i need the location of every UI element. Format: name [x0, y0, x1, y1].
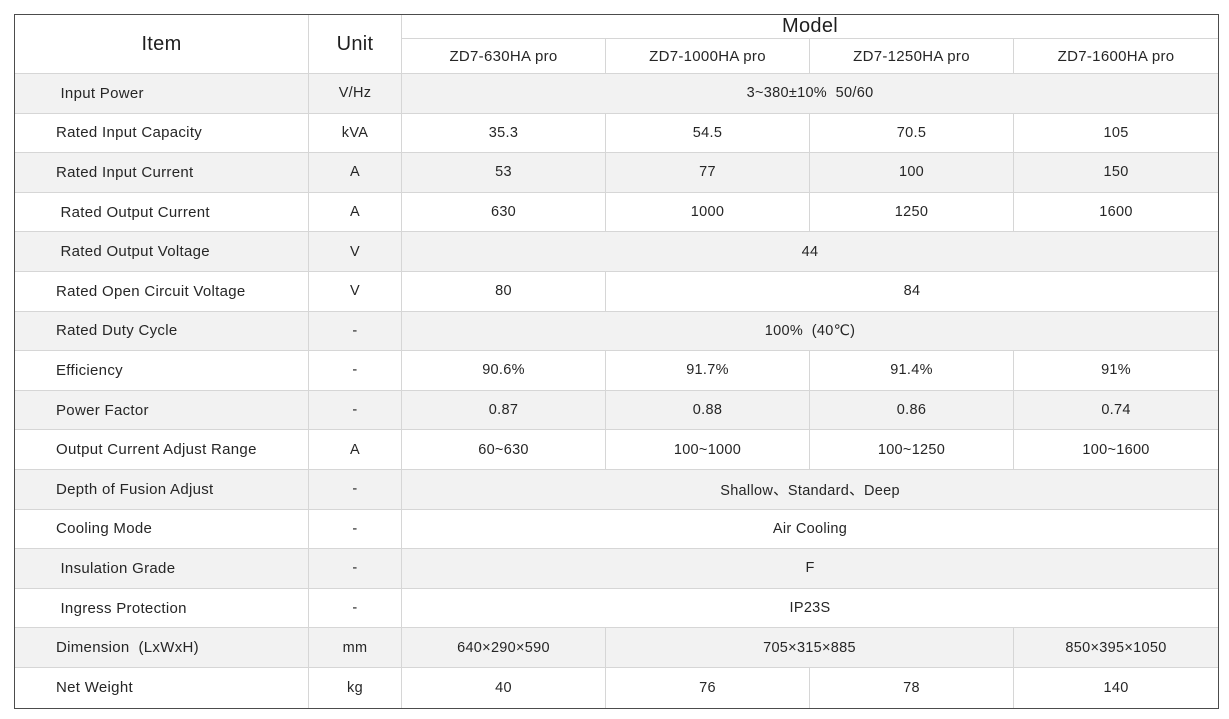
- table-row: Power Factor -0.87 0.88 0.86 0.74: [15, 390, 1219, 431]
- spec-value: 40: [402, 667, 606, 708]
- spec-value: 100% (40℃): [402, 311, 1219, 352]
- model-name-header: ZD7-630HA pro: [402, 39, 606, 74]
- spec-value: 140: [1103, 679, 1129, 696]
- spec-value: 100~1000: [606, 430, 810, 470]
- unit-value: A: [309, 430, 402, 470]
- spec-value: 44: [402, 232, 1219, 272]
- table-row: Rated Input Current A 53 77 100 150: [15, 153, 1219, 193]
- table-row: Rated Output Voltage V 44: [15, 232, 1219, 272]
- item-label: Input Power: [15, 74, 309, 114]
- spec-value: 0.87: [402, 390, 606, 431]
- item-label: Depth of Fusion Adjust: [15, 469, 309, 510]
- table-row: Insulation Grade - F: [15, 549, 1219, 589]
- spec-value: 1600: [1014, 193, 1219, 233]
- model-name-header: ZD7-1250HA pro: [810, 39, 1014, 74]
- unit-value: -: [309, 351, 402, 391]
- unit-value: -: [309, 509, 402, 550]
- item-label: Power Factor: [15, 390, 309, 431]
- unit-value: -: [309, 311, 402, 352]
- unit-value: A: [309, 153, 402, 193]
- spec-value: 35.3: [402, 113, 606, 154]
- spec-value: IP23S: [402, 589, 1219, 629]
- spec-value: 100~1600: [1014, 430, 1219, 470]
- spec-value: 53: [402, 153, 606, 193]
- unit-value: V: [309, 232, 402, 272]
- col-header-unit: Unit: [309, 15, 402, 74]
- spec-value: 705×315×885: [606, 628, 1014, 668]
- spec-value: 70.5: [810, 113, 1014, 154]
- spec-table: Item Unit Model ZD7-630HA pro ZD7-1000HA…: [14, 14, 1220, 709]
- spec-value: Air Cooling: [402, 510, 1219, 550]
- item-label: Insulation Grade: [15, 549, 309, 589]
- table-row: Rated Duty Cycle -100% (40℃): [15, 311, 1219, 352]
- col-header-item: Item: [15, 15, 309, 74]
- item-label: Rated Duty Cycle: [15, 311, 309, 352]
- spec-value: 850×395×1050: [1014, 628, 1219, 668]
- spec-value: 3~380±10% 50/60: [402, 74, 1219, 114]
- unit-value: -: [309, 549, 402, 589]
- unit-value: -: [309, 588, 402, 629]
- col-header-model: Model: [402, 15, 1219, 39]
- table-row: Ingress Protection - IP23S: [15, 588, 1219, 629]
- spec-value: 1250: [810, 192, 1014, 233]
- spec-value: 100~1250: [810, 430, 1014, 470]
- item-label: Rated Output Current: [15, 192, 309, 233]
- spec-value: 54.5: [606, 113, 810, 154]
- spec-value: 84: [606, 272, 1219, 312]
- spec-value: Shallow、Standard、Deep: [402, 469, 1219, 510]
- unit-value: V/Hz: [309, 74, 402, 114]
- table-row: Net Weight kg 40 76 78 140: [15, 667, 1218, 708]
- item-label: Dimension (LxWxH): [15, 628, 309, 668]
- spec-value: 630: [402, 192, 606, 233]
- unit-value: mm: [309, 628, 402, 668]
- spec-value: 77: [606, 153, 810, 193]
- spec-value: 90.6%: [402, 351, 606, 391]
- item-label: Net Weight: [15, 667, 309, 708]
- unit-value: -: [309, 469, 402, 510]
- spec-value: F: [402, 549, 1219, 589]
- unit-value: A: [309, 192, 402, 233]
- spec-value: 91.4%: [810, 351, 1014, 391]
- table-row: Rated Input Capacity kVA 35.3 54.5 70.5 105: [15, 113, 1219, 154]
- header-row-top: Item Unit Model: [15, 15, 1219, 74]
- item-label: Rated Input Current: [15, 153, 309, 193]
- table-row: Efficiency -90.6% 91.7% 91.4% 91%: [15, 351, 1219, 391]
- item-label: Rated Input Capacity: [15, 113, 309, 154]
- item-label: Rated Open Circuit Voltage: [15, 271, 309, 312]
- spec-value: 105: [1014, 114, 1219, 154]
- unit-value: -: [309, 390, 402, 431]
- table-row: Rated Open Circuit Voltage V 80 84: [15, 271, 1219, 312]
- spec-value: 91.7%: [606, 351, 810, 391]
- item-label: Output Current Adjust Range: [15, 430, 309, 470]
- spec-value: 100: [810, 153, 1014, 193]
- item-label: Ingress Protection: [15, 588, 309, 629]
- spec-value: 0.86: [810, 390, 1014, 431]
- spec-value: 640×290×590: [402, 628, 606, 668]
- model-name-header: ZD7-1000HA pro: [606, 39, 810, 74]
- table-row: Output Current Adjust Range A 60~630 100~10…: [15, 430, 1219, 470]
- table-row: Depth of Fusion Adjust - Shallow、Standard、…: [15, 469, 1219, 510]
- spec-value: 78: [810, 667, 1014, 708]
- model-name-header: ZD7-1600HA pro: [1014, 39, 1219, 74]
- spec-value: 150: [1014, 153, 1219, 193]
- table-row: Input Power V/Hz 3~380±10% 50/60: [15, 74, 1219, 114]
- item-label: Efficiency: [15, 351, 309, 391]
- item-label: Cooling Mode: [15, 509, 309, 550]
- spec-value: 0.74: [1014, 390, 1219, 431]
- spec-value: 76: [606, 667, 810, 708]
- header-row-models: ZD7-630HA pro ZD7-1000HA pro ZD7-1250HA …: [15, 39, 1219, 74]
- table-row: Rated Output Current A 630 1000 1250 1600: [15, 192, 1219, 233]
- unit-value: kVA: [309, 113, 402, 154]
- spec-value: 60~630: [402, 430, 606, 470]
- unit-value: V: [309, 271, 402, 312]
- table-row: Cooling Mode - Air Cooling: [15, 509, 1219, 550]
- unit-value: kg: [309, 667, 402, 708]
- item-label: Rated Output Voltage: [15, 232, 309, 272]
- spec-value: 0.88: [606, 390, 810, 431]
- spec-value: 91%: [1014, 351, 1219, 391]
- table-row: Dimension (LxWxH) mm 640×290×590 705×315×88…: [15, 628, 1219, 668]
- spec-value: 80: [402, 271, 606, 312]
- spec-value: 1000: [606, 192, 810, 233]
